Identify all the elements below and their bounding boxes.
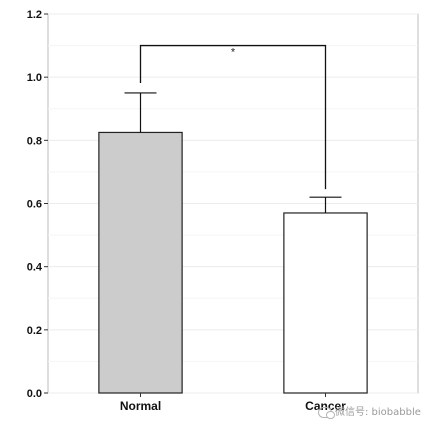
y-tick-label: 0.4	[27, 262, 43, 274]
bar-normal	[98, 131, 183, 394]
significance-label: *	[231, 47, 236, 59]
x-tick-label: Cancer	[305, 399, 346, 413]
error-bars	[124, 92, 342, 213]
bar-cancer	[283, 212, 368, 394]
chat-bubbles-icon	[318, 406, 335, 419]
y-tick-label: 1.2	[27, 9, 42, 21]
y-tick-label: 0.2	[27, 325, 42, 337]
x-axis: Normal Cancer	[120, 393, 346, 413]
y-tick-label: 0.6	[27, 199, 42, 211]
watermark-text: 微信号: biobabble	[335, 407, 421, 418]
bars	[98, 131, 368, 394]
y-axis: 0.0 0.2 0.4 0.6 0.8 1.0 1.2	[27, 9, 48, 400]
y-tick-label: 0.8	[27, 135, 42, 147]
significance-line	[139, 44, 327, 190]
x-tick-label: Normal	[120, 399, 161, 413]
y-tick-label: 1.0	[27, 72, 42, 84]
y-tick-label: 0.0	[27, 388, 42, 400]
watermark: 微信号: biobabble	[318, 403, 421, 419]
significance-bracket: *	[139, 44, 327, 190]
